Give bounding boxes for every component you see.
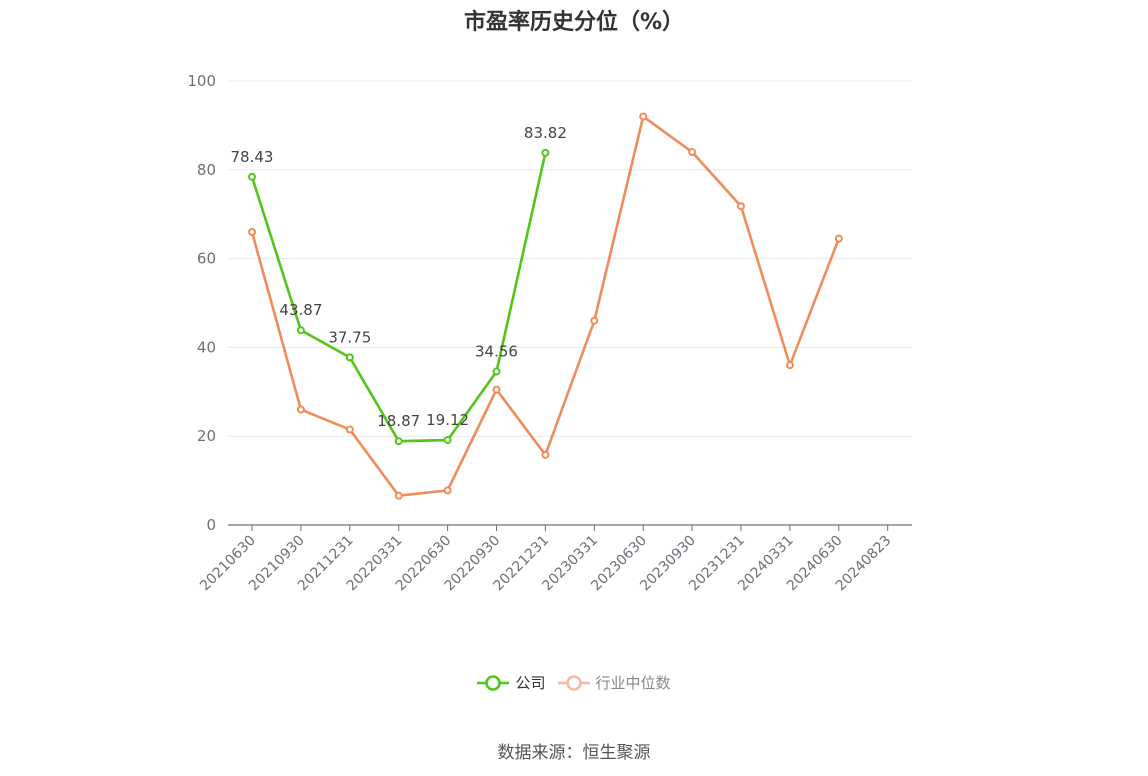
legend-item[interactable]: 行业中位数 (557, 672, 671, 693)
legend: 公司 行业中位数 (0, 672, 1148, 697)
y-tick-label: 20 (197, 427, 216, 445)
data-label: 43.87 (279, 301, 322, 319)
data-point (541, 450, 550, 459)
data-label: 37.75 (328, 328, 371, 346)
data-point (737, 202, 745, 211)
data-point (443, 486, 452, 495)
series-line-1 (250, 115, 841, 497)
data-point (248, 172, 256, 181)
data-point (296, 326, 305, 335)
data-point (492, 385, 501, 394)
data-point (492, 367, 501, 376)
data-point (394, 437, 403, 446)
legend-marker (477, 674, 510, 691)
data-point (639, 112, 648, 121)
series (248, 112, 843, 500)
legend-label: 行业中位数 (595, 674, 671, 692)
legend-item[interactable]: 公司 (477, 672, 546, 693)
data-label: 83.82 (524, 124, 567, 142)
y-tick-label: 40 (197, 338, 216, 356)
legend-marker (557, 674, 590, 691)
legend-circle (485, 674, 502, 691)
data-label: 19.12 (426, 411, 469, 429)
data-label: 18.87 (377, 412, 420, 430)
legend-circle (565, 674, 582, 691)
chart-title: 市盈率历史分位（%） (463, 10, 685, 35)
data-point (590, 316, 599, 325)
data-point (834, 234, 843, 243)
data-point (345, 353, 354, 362)
y-tick-label: 0 (206, 516, 216, 534)
data-point (785, 361, 794, 370)
data-point (443, 436, 452, 445)
data-point (394, 491, 403, 500)
y-tick-label: 60 (197, 250, 216, 268)
data-point (248, 227, 256, 236)
y-tick-label: 100 (187, 72, 216, 90)
data-labels: 78.43 43.87 37.75 18.87 19.12 34.56 83.82 (231, 124, 567, 430)
legend-label: 公司 (515, 674, 546, 692)
y-tick-label: 80 (197, 161, 216, 179)
data-point (541, 148, 550, 157)
data-label: 34.56 (475, 343, 518, 361)
data-point (345, 425, 354, 434)
data-point (688, 148, 697, 157)
grid (228, 80, 912, 437)
data-source: 数据来源：恒生聚源 (497, 743, 651, 763)
data-point (296, 405, 305, 414)
data-label: 78.43 (231, 148, 274, 166)
